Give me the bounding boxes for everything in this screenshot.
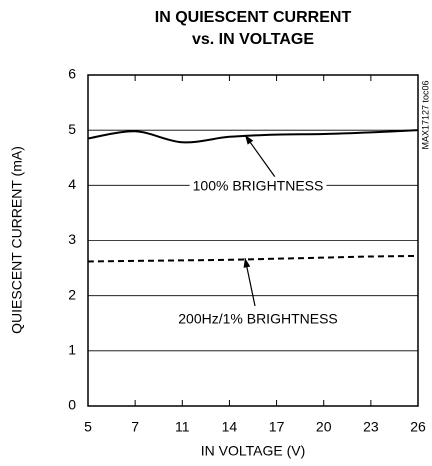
x-tick-label: 26 xyxy=(410,419,426,435)
x-tick-label: 20 xyxy=(316,419,332,435)
y-tick-label: 5 xyxy=(68,121,76,137)
arrow-head xyxy=(245,135,254,145)
chart-title: IN QUIESCENT CURRENT xyxy=(155,9,352,26)
series-line xyxy=(87,129,419,144)
x-tick-label: 7 xyxy=(131,419,139,435)
side-note: MAX17127 toc06 xyxy=(420,80,430,149)
plot-frame xyxy=(87,74,419,407)
series-line xyxy=(87,254,419,263)
y-tick-label: 4 xyxy=(68,176,76,192)
chart-title: vs. IN VOLTAGE xyxy=(192,31,314,48)
y-tick-label: 0 xyxy=(68,397,76,413)
x-tick-label: 17 xyxy=(269,419,285,435)
arrow-head xyxy=(243,258,251,268)
label-background xyxy=(189,176,327,195)
legend-label: 100% BRIGHTNESS xyxy=(193,178,324,194)
y-tick-label: 2 xyxy=(68,286,76,302)
x-tick-label: 23 xyxy=(363,419,379,435)
y-tick-label: 6 xyxy=(68,66,76,82)
y-tick-label: 1 xyxy=(68,342,76,358)
y-tick-label: 3 xyxy=(68,231,76,247)
x-tick-label: 11 xyxy=(175,419,190,435)
label-background xyxy=(175,309,341,328)
y-axis-label: QUIESCENT CURRENT (mA) xyxy=(9,146,25,334)
x-axis-label: IN VOLTAGE (V) xyxy=(201,443,306,459)
x-tick-label: 14 xyxy=(222,419,238,435)
x-tick-label: 5 xyxy=(84,419,92,435)
legend-label: 200Hz/1% BRIGHTNESS xyxy=(178,311,338,327)
